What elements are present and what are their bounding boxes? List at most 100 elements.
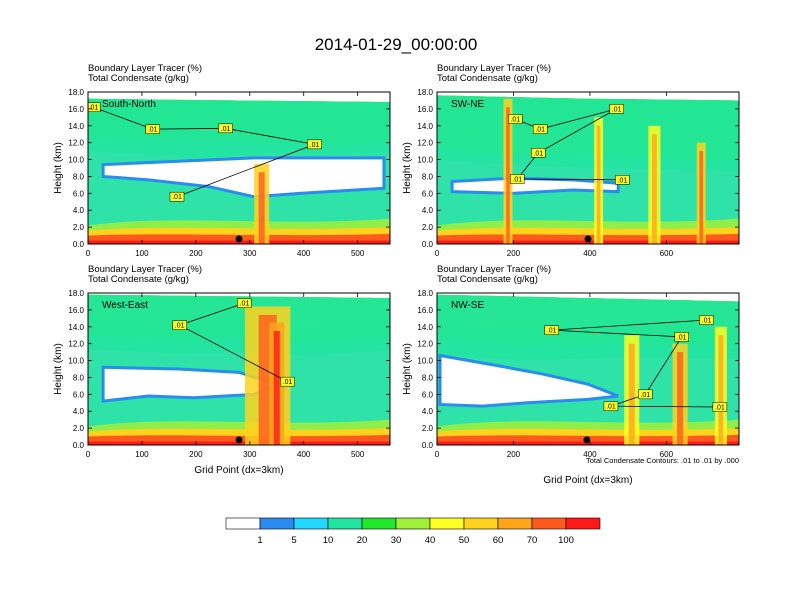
contour-label-box-3 [609,104,624,114]
colorbar: 1 5 10 20 30 40 50 60 70 100 [225,517,601,546]
convective-core-1 [506,107,510,244]
y-tick-label-9: 16.0 [68,306,84,315]
x-tick-label-4: 300 [243,450,257,459]
pbl-layer-100 [437,441,739,445]
colorbar-label-1: 1 [257,535,262,546]
x-tick-label-5: 400 [297,249,311,258]
convective-core-2 [273,331,280,445]
y-tick-label-8: 14.0 [68,122,84,131]
y-tick-label-9: 16.0 [417,105,433,114]
x-tick-label-4: 600 [660,249,674,258]
x-tick-label-1: 0 [86,450,91,459]
colorbar-box-7 [429,517,465,530]
x-tick-label-2: 200 [507,450,521,459]
x-tick-label-2: 100 [135,450,149,459]
colorbar-label-4: 20 [357,535,368,546]
x-axis-label: Grid Point (dx=3km) [543,475,632,486]
colorbar-box-11 [565,517,601,530]
y-tick-label-5: 8.0 [73,373,85,382]
plot-frame [87,91,391,245]
y-tick-label-4: 6.0 [73,390,85,399]
colorbar-box-8 [463,517,499,530]
contour-label-1: .01 [240,301,250,308]
contour-label-1: .01 [510,117,520,124]
x-tick-label-1: 0 [86,249,91,258]
plot-area: .01 .01 .01 .01 .01 .01 SW-NE [437,92,739,244]
colorbar-box-2 [259,517,295,530]
contour-label-3: .01 [677,334,687,341]
contour-label-box-4 [307,139,322,150]
y-tick-label-6: 10.0 [68,156,84,165]
y-tick-label-10: 18.0 [68,88,84,97]
colorbar-label-6: 40 [425,535,436,546]
colorbar-box-6 [395,517,431,530]
colorbar-label-5: 30 [391,535,402,546]
contour-label-1: .01 [89,105,99,112]
colorbar-box-3 [293,517,329,530]
y-tick-label-4: 6.0 [73,189,85,198]
dry-clear-zone [101,156,386,199]
contour-label-2: .01 [175,323,185,330]
y-tick-label-2: 2.0 [73,424,85,433]
plot-area: .01 .01 .01 West-East [88,293,390,445]
y-tick-label-6: 10.0 [68,357,84,366]
contour-label-2: .01 [547,328,557,335]
colorbar-box-5 [361,517,397,530]
figure-title: 2014-01-29_00:00:00 [315,35,478,54]
colorbar-label-8: 60 [493,535,504,546]
contour-label-4: .01 [533,150,543,157]
colorbar-box-4 [327,517,363,530]
convective-core-2 [596,125,601,244]
x-tick-label-3: 200 [189,249,203,258]
y-tick-label-8: 14.0 [417,122,433,131]
contour-label-box-2 [172,320,187,330]
contour-label-4: .01 [310,142,320,149]
contour-label-box-1 [237,298,252,308]
contour-label-box-2 [532,124,548,134]
stratosphere-clear [437,293,739,302]
panel-3: .01 .01 .01 West-East Boundary Layer Tracer … [53,264,391,476]
contour-label-6: .01 [618,177,628,184]
colorbar-label-10: 100 [558,535,574,546]
y-tick-label-7: 12.0 [417,139,433,148]
y-tick-label-9: 16.0 [417,306,433,315]
x-tick-label-1: 0 [435,450,440,459]
y-tick-label-6: 10.0 [417,156,433,165]
x-tick-label-4: 600 [660,450,674,459]
convective-core-4 [699,151,704,244]
panel-4: .01 .01 .01 .01 .01 .01 NW-SE Boundary Layer Tr… [402,264,740,486]
x-tick-label-2: 100 [135,249,149,258]
panel-title-line1: Boundary Layer Tracer (%) [88,264,202,275]
colorbar-box-1 [225,517,261,530]
plot-frame [87,292,391,446]
contour-label-3: .01 [283,379,293,386]
tracer-band-4 [88,294,390,356]
x-tick-label-3: 200 [189,450,203,459]
panel-title-line1: Boundary Layer Tracer (%) [88,63,202,74]
contour-label-2: .01 [148,127,158,134]
contour-label-box-4 [531,148,546,158]
dry-clear-zone [450,176,620,195]
colorbar-label-7: 50 [459,535,470,546]
y-tick-label-8: 14.0 [417,323,433,332]
contour-label-4: .01 [640,392,650,399]
contour-label-2: .01 [535,127,545,134]
contour-label-box-5 [169,191,185,202]
convective-core-3 [718,335,724,445]
contour-label-3: .01 [612,106,622,113]
panel-label: NW-SE [451,300,484,311]
location-marker [583,436,591,444]
dry-clear-zone [438,353,619,408]
contour-label-box-2 [544,325,559,335]
y-tick-label-7: 12.0 [417,340,433,349]
y-tick-label-10: 18.0 [417,88,433,97]
x-tick-label-4: 300 [243,249,257,258]
contour-label-box-3 [674,332,689,342]
x-axis-label: Grid Point (dx=3km) [194,465,283,476]
y-tick-label-8: 14.0 [68,323,84,332]
y-axis-label: Height (km) [402,142,413,194]
x-tick-label-6: 500 [351,249,365,258]
x-tick-label-1: 0 [435,249,440,258]
colorbar-label-2: 5 [291,535,296,546]
